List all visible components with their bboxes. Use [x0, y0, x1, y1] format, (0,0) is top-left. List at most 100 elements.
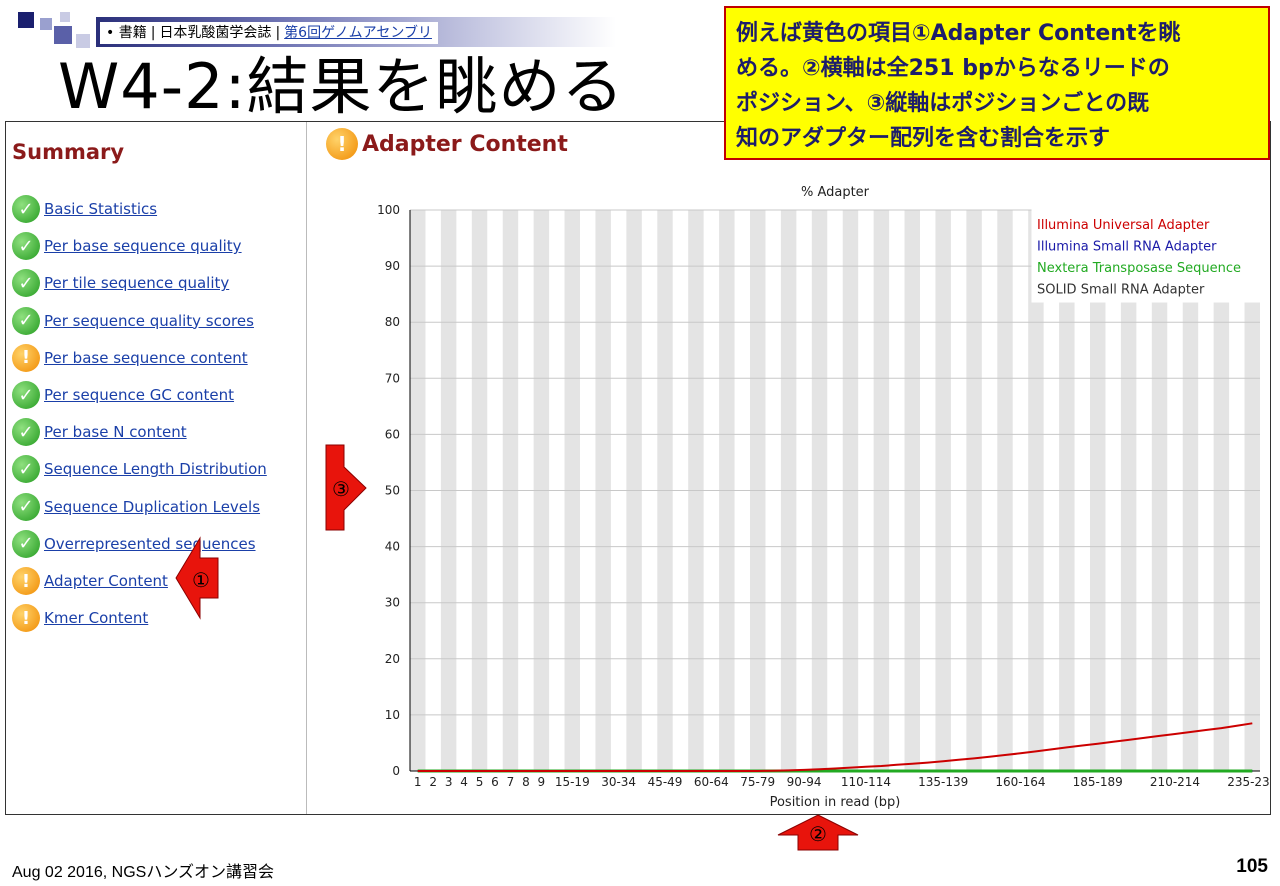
y-tick-label: 60: [385, 427, 400, 441]
module-item[interactable]: ✓ Per base N content: [12, 417, 187, 447]
x-tick-label: 2: [429, 775, 437, 789]
callout-label-2: ②: [809, 822, 827, 846]
x-tick-label: 15-19: [555, 775, 590, 789]
summary-title: Summary: [12, 140, 125, 164]
module-header: ! Adapter Content: [326, 128, 568, 160]
callout-label-3: ③: [332, 477, 350, 501]
callout-arrow-3: ③: [325, 444, 367, 531]
x-tick-label: 135-139: [918, 775, 968, 789]
module-item[interactable]: ✓ Per tile sequence quality: [12, 268, 229, 298]
x-tick-label: 1: [414, 775, 422, 789]
legend-entry: Illumina Universal Adapter: [1037, 218, 1210, 233]
note-line: ポジション、③縦軸はポジションごとの既: [736, 91, 1150, 116]
x-tick-label: 235-239: [1227, 775, 1270, 789]
module-link[interactable]: Per base N content: [44, 423, 187, 442]
x-tick-label: 45-49: [648, 775, 683, 789]
annotation-note: 例えば黄色の項目①Adapter Contentを眺 める。②横軸は全251 b…: [724, 6, 1270, 160]
y-tick-label: 30: [385, 596, 400, 610]
callout-arrow-2: ②: [777, 814, 859, 851]
note-line: 知のアダプター配列を含む割合を示す: [736, 126, 1111, 151]
callout-label-1: ①: [192, 568, 210, 592]
module-title: Adapter Content: [362, 131, 568, 157]
x-tick-label: 4: [460, 775, 468, 789]
summary-sidebar: Summary ✓ Basic Statistics ✓ Per base seque…: [6, 122, 307, 814]
warning-icon: !: [12, 343, 40, 372]
module-link[interactable]: Adapter Content: [44, 572, 168, 590]
pass-check-icon: ✓: [12, 492, 40, 521]
legend-entry: Illumina Small RNA Adapter: [1037, 240, 1217, 255]
crumb-link[interactable]: 第6回ゲノムアセンブリ: [284, 25, 432, 41]
x-tick-label: 160-164: [995, 775, 1045, 789]
series-line: [417, 722, 1253, 772]
module-item[interactable]: ! Kmer Content: [12, 603, 148, 633]
module-item[interactable]: ✓ Per base sequence quality: [12, 231, 242, 261]
module-link[interactable]: Basic Statistics: [44, 200, 158, 218]
x-tick-label: 5: [476, 775, 484, 789]
module-link[interactable]: Sequence Duplication Levels: [44, 497, 261, 516]
adapter-content-chart: 0 10 20 30 40 50 60 70 80 90 100 1 2 3 4 5 6 7 8 9 15-19 30-3…: [377, 185, 1270, 810]
pass-check-icon: ✓: [12, 269, 40, 298]
x-tick-label: 6: [491, 775, 499, 789]
y-tick-label: 0: [392, 764, 400, 778]
warning-icon: !: [12, 567, 40, 595]
pass-check-icon: ✓: [12, 381, 40, 409]
x-tick-label: 75-79: [740, 775, 775, 789]
x-tick-label: 8: [522, 775, 530, 789]
x-tick-label: 210-214: [1150, 775, 1200, 789]
module-item[interactable]: ✓ Per sequence quality scores: [12, 306, 254, 336]
module-item[interactable]: ✓ Overrepresented sequences: [12, 529, 256, 559]
module-item[interactable]: ! Adapter Content: [12, 566, 168, 596]
crumb-book: 書籍: [118, 25, 147, 41]
warning-icon: !: [12, 604, 40, 633]
module-item[interactable]: ✓ Basic Statistics: [12, 194, 157, 224]
module-link[interactable]: Per base sequence quality: [44, 237, 242, 256]
page-number: 105: [1236, 856, 1268, 877]
footer-date: Aug 02 2016, NGSハンズオン講習会: [12, 864, 274, 881]
module-link[interactable]: Sequence Length Distribution: [44, 460, 267, 479]
module-link[interactable]: Per sequence GC content: [44, 386, 235, 404]
crumb-society: 日本乳酸菌学会誌: [159, 25, 272, 41]
x-tick-label: 110-114: [841, 775, 891, 789]
x-tick-label: 185-189: [1073, 775, 1123, 789]
x-axis-label: Position in read (bp): [770, 795, 901, 810]
note-line: める。②横軸は全251 bpからなるリードの: [736, 56, 1170, 81]
report-panel: Summary ✓ Basic Statistics ✓ Per base seque…: [5, 121, 1271, 815]
module-link[interactable]: Per base sequence content: [44, 348, 248, 367]
pass-check-icon: ✓: [12, 529, 40, 558]
x-tick-label: 60-64: [694, 775, 729, 789]
pass-check-icon: ✓: [12, 232, 40, 261]
slide-title: W4-2:結果を眺める: [58, 50, 625, 123]
module-link[interactable]: Per tile sequence quality: [44, 274, 230, 293]
callout-arrow-1: ①: [175, 536, 219, 620]
module-link[interactable]: Per sequence quality scores: [44, 311, 254, 330]
legend-entry: SOLID Small RNA Adapter: [1037, 283, 1205, 298]
module-link[interactable]: Kmer Content: [44, 609, 149, 628]
legend-entry: Nextera Transposase Sequence: [1037, 261, 1241, 276]
pass-check-icon: ✓: [12, 418, 40, 447]
y-tick-label: 100: [377, 203, 400, 217]
y-tick-label: 90: [385, 259, 400, 273]
x-tick-label: 90-94: [787, 775, 822, 789]
chart-title: % Adapter: [801, 185, 870, 200]
x-tick-label: 30-34: [601, 775, 636, 789]
legend-box: [1031, 209, 1261, 303]
pass-check-icon: ✓: [12, 306, 40, 335]
pass-check-icon: ✓: [12, 455, 40, 484]
module-item[interactable]: ! Per base sequence content: [12, 343, 248, 373]
module-link[interactable]: Overrepresented sequences: [44, 534, 256, 553]
module-item[interactable]: ✓ Per sequence GC content: [12, 380, 234, 410]
y-tick-label: 70: [385, 371, 400, 385]
pass-check-icon: ✓: [12, 195, 40, 223]
warning-icon: !: [326, 128, 358, 160]
slide-logo-squares: [18, 12, 98, 52]
module-item[interactable]: ✓ Sequence Length Distribution: [12, 454, 267, 484]
x-tick-label: 9: [538, 775, 546, 789]
module-item[interactable]: ✓ Sequence Duplication Levels: [12, 492, 260, 522]
y-tick-label: 10: [385, 708, 400, 722]
breadcrumb: • 書籍 | 日本乳酸菌学会誌 | 第6回ゲノムアセンブリ: [100, 22, 438, 44]
crumb-bullet: •: [106, 25, 115, 41]
y-tick-label: 50: [385, 484, 400, 498]
y-tick-label: 80: [385, 315, 400, 329]
y-tick-label: 20: [385, 652, 400, 666]
